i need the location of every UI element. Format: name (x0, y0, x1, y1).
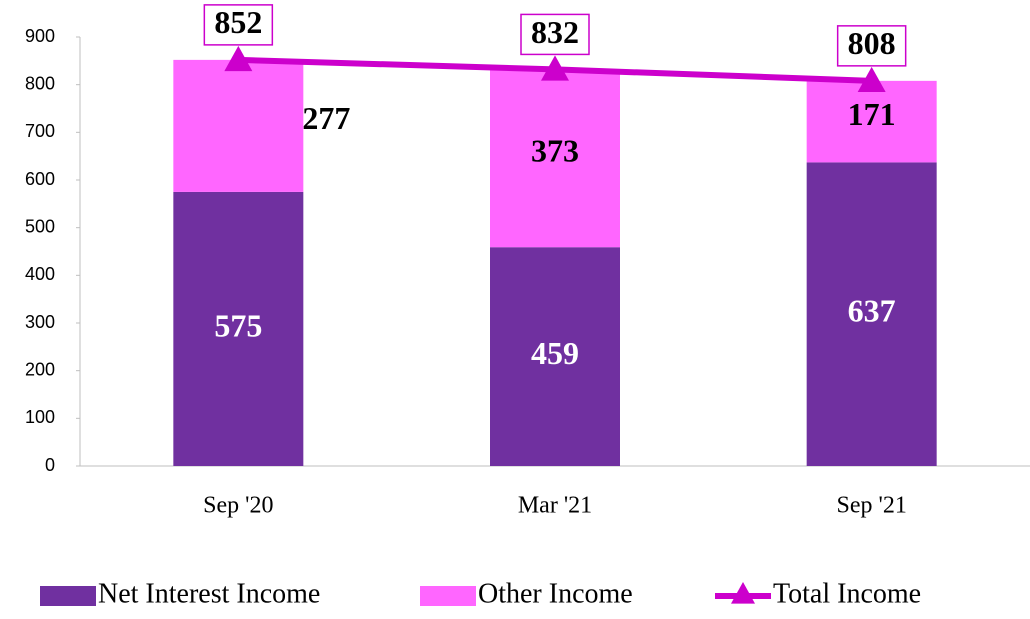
bar-segment (490, 247, 620, 466)
data-label: 373 (531, 133, 579, 169)
bar-segment (173, 191, 304, 466)
bar-segment (173, 59, 304, 192)
legend-swatch (420, 586, 476, 606)
data-label: 808 (848, 25, 896, 61)
data-label: 171 (848, 96, 896, 132)
x-tick-label: Sep '21 (837, 493, 907, 519)
data-label: 459 (531, 335, 579, 371)
bar-segment (490, 69, 620, 248)
x-tick-label: Mar '21 (518, 493, 592, 519)
data-label: 852 (214, 4, 262, 40)
label-box (203, 4, 274, 46)
x-tick-label: Sep '20 (203, 493, 273, 519)
y-tick-label: 300 (25, 312, 55, 332)
legend-swatch (40, 586, 96, 606)
y-tick-label: 400 (25, 264, 55, 284)
y-tick-label: 700 (25, 121, 55, 141)
y-tick-label: 800 (25, 73, 55, 93)
data-label: 277 (302, 100, 350, 136)
legend-marker (731, 582, 755, 604)
label-box (836, 25, 907, 67)
data-label: 637 (848, 293, 896, 329)
line-marker (541, 55, 569, 81)
y-tick-label: 200 (25, 359, 55, 379)
y-tick-label: 500 (25, 216, 55, 236)
legend-label: Other Income (478, 578, 633, 609)
legend-label: Net Interest Income (98, 578, 320, 609)
data-label: 575 (214, 307, 262, 343)
label-box (520, 13, 590, 56)
line-marker (224, 45, 253, 72)
legend-label: Total Income (773, 578, 921, 609)
bar-segment (806, 80, 937, 163)
data-label: 832 (531, 14, 579, 50)
line-marker (857, 66, 886, 93)
y-tick-label: 0 (45, 455, 55, 475)
y-tick-label: 900 (25, 26, 55, 46)
bar-segment (806, 162, 937, 466)
y-tick-label: 600 (25, 169, 55, 189)
y-tick-label: 100 (25, 407, 55, 427)
